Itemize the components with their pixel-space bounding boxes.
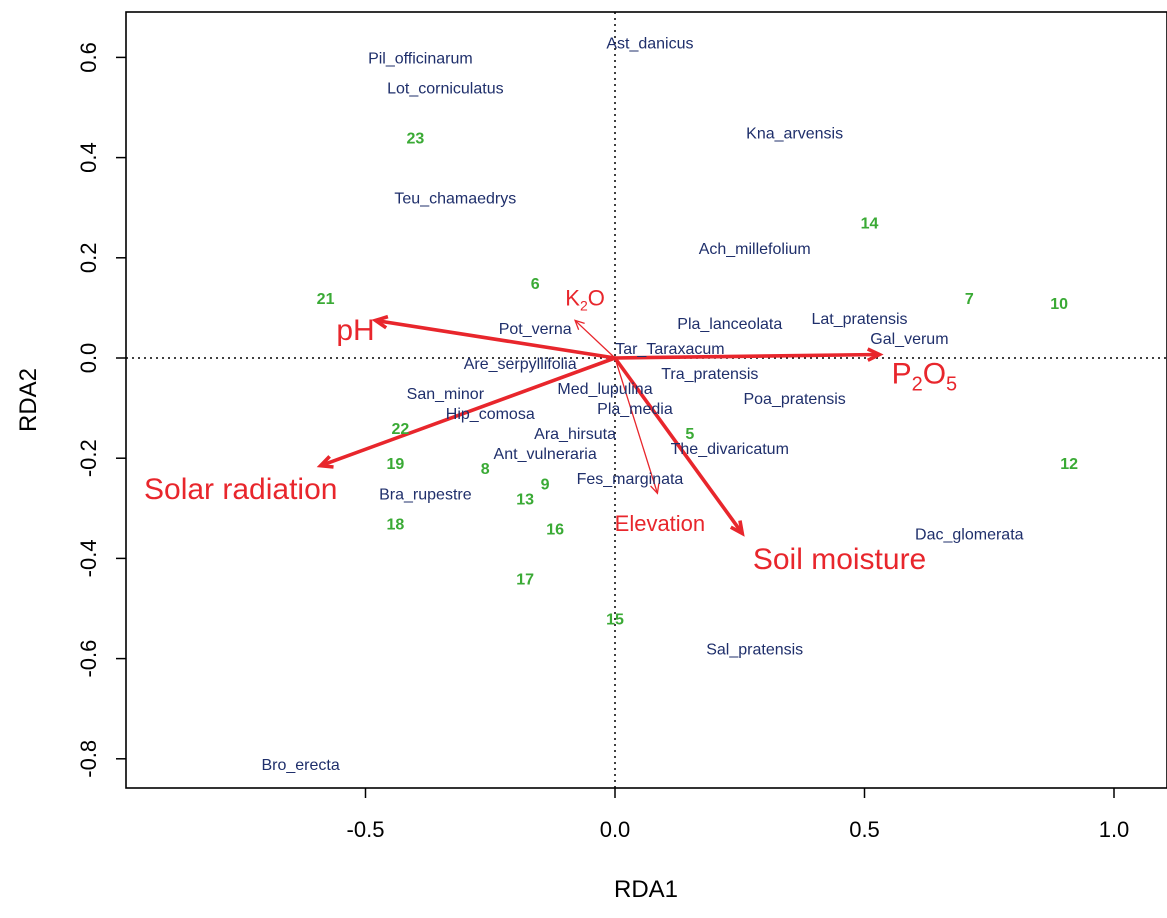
species-label: Dac_glomerata	[915, 526, 1024, 543]
species-label: Pla_lanceolata	[677, 316, 782, 333]
env-vectors	[316, 314, 884, 537]
species-label: Pot_verna	[499, 321, 572, 338]
site-label: 16	[546, 521, 564, 538]
y-axis-label: RDA2	[15, 368, 42, 432]
env-arrow	[574, 319, 616, 359]
site-label: 6	[531, 276, 540, 293]
y-axis: -0.8 -0.6 -0.4 -0.2 0.0 0.2 0.4 0.6	[76, 42, 126, 778]
env-arrowhead	[866, 347, 884, 362]
species-label: Are_serpyllifolia	[464, 356, 577, 373]
species-label: Kna_arvensis	[746, 126, 843, 143]
env-labels: pH K2O P2O5 Solar radiation Elevation Soil mo…	[144, 286, 957, 576]
species-label: Sal_pratensis	[706, 642, 803, 659]
species-label: Gal_verum	[870, 331, 948, 348]
species-label: Ast_danicus	[606, 35, 693, 52]
env-label: Elevation	[615, 511, 706, 536]
env-arrow	[319, 356, 616, 468]
env-label: Soil moisture	[753, 543, 926, 576]
species-label: San_minor	[407, 386, 485, 403]
species-labels: Pil_officinarum Ast_danicus Lot_corniculat…	[261, 35, 1023, 773]
env-label: Solar radiation	[144, 473, 337, 506]
y-tick-label: -0.2	[76, 439, 101, 477]
site-label: 15	[606, 612, 624, 629]
site-label: 5	[685, 426, 694, 443]
env-arrow	[613, 356, 744, 535]
species-label: Ant_vulneraria	[494, 446, 597, 463]
site-label: 9	[541, 476, 550, 493]
species-label: Poa_pratensis	[743, 391, 845, 408]
species-label: Med_lupulina	[557, 381, 652, 398]
species-label: Bra_rupestre	[379, 486, 472, 503]
site-label: 12	[1060, 456, 1078, 473]
env-arrow	[614, 352, 880, 360]
x-tick-label: 0.0	[600, 817, 631, 842]
x-tick-label: -0.5	[347, 817, 385, 842]
x-axis-label: RDA1	[614, 876, 678, 903]
species-label: Ach_millefolium	[699, 241, 811, 258]
site-label: 17	[516, 571, 534, 588]
env-arrow	[375, 318, 616, 360]
species-label: Ara_hirsuta	[534, 426, 616, 443]
y-tick-label: 0.2	[76, 243, 101, 274]
site-label: 8	[481, 461, 490, 478]
site-label: 14	[861, 216, 879, 233]
env-arrowhead	[573, 319, 585, 330]
species-label: Fes_marginata	[577, 471, 684, 488]
site-label: 7	[965, 291, 974, 308]
species-label: Tar_Taraxacum	[615, 341, 724, 358]
env-label: K2O	[565, 286, 605, 314]
species-label: Teu_chamaedrys	[394, 191, 516, 208]
env-arrowhead	[729, 520, 745, 537]
x-tick-label: 0.5	[849, 817, 880, 842]
species-label: Lot_corniculatus	[387, 80, 504, 97]
species-label: Tra_pratensis	[661, 366, 758, 383]
env-label: pH	[336, 314, 374, 347]
env-arrowhead	[650, 483, 660, 495]
y-tick-label: 0.0	[76, 343, 101, 374]
site-label: 21	[317, 291, 335, 308]
x-axis: -0.5 0.0 0.5 1.0	[347, 788, 1130, 842]
x-tick-label: 1.0	[1099, 817, 1130, 842]
plot-frame	[125, 11, 1167, 789]
species-label: Lat_pratensis	[811, 311, 907, 328]
site-labels: 23 14 6 21 7 10 22 5 19 8 12 9 13 18 16 17 15	[317, 131, 1078, 629]
env-arrow	[614, 357, 659, 494]
site-label: 19	[387, 456, 405, 473]
species-label: Pla_media	[597, 401, 673, 418]
y-tick-label: -0.8	[76, 740, 101, 778]
species-label: Pil_officinarum	[368, 50, 473, 67]
env-arrowhead	[371, 314, 389, 330]
env-arrowhead	[316, 455, 334, 469]
species-label: Bro_erecta	[261, 757, 339, 774]
site-label: 22	[392, 421, 410, 438]
y-tick-label: 0.4	[76, 142, 101, 173]
species-label: Hip_comosa	[446, 406, 535, 423]
y-tick-label: -0.6	[76, 640, 101, 678]
y-tick-label: -0.4	[76, 539, 101, 577]
y-tick-label: 0.6	[76, 42, 101, 73]
env-label: P2O5	[892, 358, 958, 396]
species-label: The_divaricatum	[671, 441, 789, 458]
site-label: 10	[1050, 296, 1068, 313]
site-label: 13	[516, 491, 534, 508]
site-label: 18	[387, 516, 405, 533]
site-label: 23	[407, 131, 425, 148]
